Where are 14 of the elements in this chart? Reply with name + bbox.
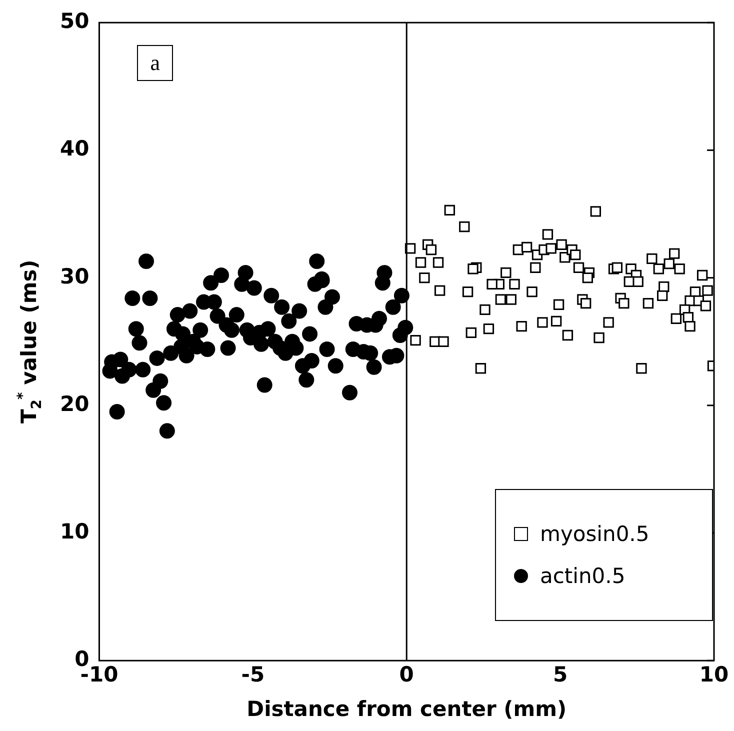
- x-tick-label: 0: [399, 662, 414, 687]
- y-tick-label: 10: [60, 519, 90, 544]
- x-tick-label: 10: [699, 662, 729, 687]
- x-tick-label: 5: [552, 662, 568, 687]
- legend-label: actin0.5: [540, 564, 626, 588]
- x-axis-title: Distance from center (mm): [246, 696, 567, 721]
- y-tick-label: 30: [60, 264, 90, 288]
- y-tick-label: 40: [60, 136, 90, 161]
- x-tick-label: -5: [241, 662, 265, 687]
- annotation: a: [137, 44, 173, 81]
- y-axis-title: T2* value (ms): [15, 260, 45, 424]
- y-tick-label: 50: [60, 9, 90, 34]
- legend-label: myosin0.5: [540, 522, 650, 546]
- y-tick-label: 20: [60, 392, 90, 416]
